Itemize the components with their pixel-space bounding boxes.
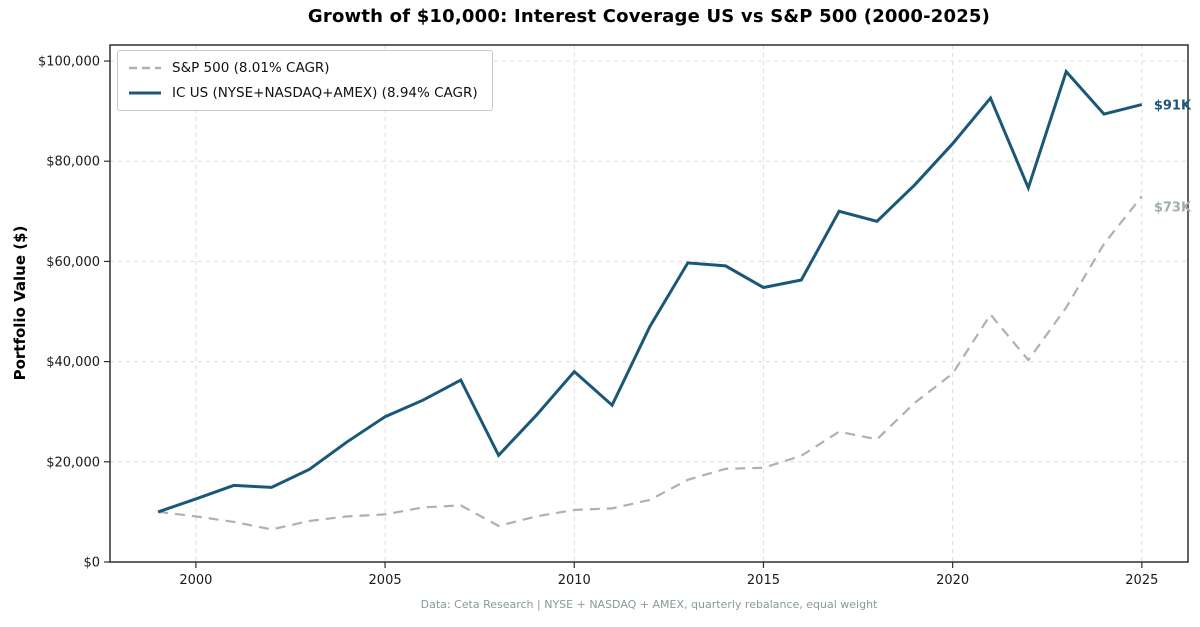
data-source-caption: Data: Ceta Research | NYSE + NASDAQ + AM… [420,598,878,611]
ic-us-series-line [157,68,1143,514]
chart-legend: S&P 500 (8.01% CAGR) IC US (NYSE+NASDAQ+… [117,50,493,111]
x-tick-label: 2000 [179,573,212,588]
legend-label-ic-us: IC US (NYSE+NASDAQ+AMEX) (8.94% CAGR) [172,85,478,101]
y-tick-label: $100,000 [38,55,100,70]
y-tick-label: $20,000 [46,455,100,470]
y-tick-label: $0 [83,556,100,571]
x-tick-label: 2005 [369,573,402,588]
sp500-series-line [157,195,1143,531]
ic-us-line-swatch-icon [129,91,161,95]
final-value-label: $73K [1154,200,1192,215]
y-tick-label: $40,000 [46,355,100,370]
legend-item-ic-us: IC US (NYSE+NASDAQ+AMEX) (8.94% CAGR) [128,83,478,103]
y-tick-label: $60,000 [46,255,100,270]
chart-title: Growth of $10,000: Interest Coverage US … [307,6,991,27]
sp500-line-swatch-icon [129,66,161,70]
x-tick-label: 2020 [936,573,969,588]
x-tick-label: 2010 [558,573,591,588]
y-tick-label: $80,000 [46,155,100,170]
axes-frame [109,44,1189,563]
x-tick-label: 2025 [1125,573,1158,588]
x-tick-label: 2015 [747,573,780,588]
legend-item-sp500: S&P 500 (8.01% CAGR) [128,58,478,78]
final-value-label: $91K [1154,99,1192,114]
legend-label-sp500: S&P 500 (8.01% CAGR) [172,60,330,76]
